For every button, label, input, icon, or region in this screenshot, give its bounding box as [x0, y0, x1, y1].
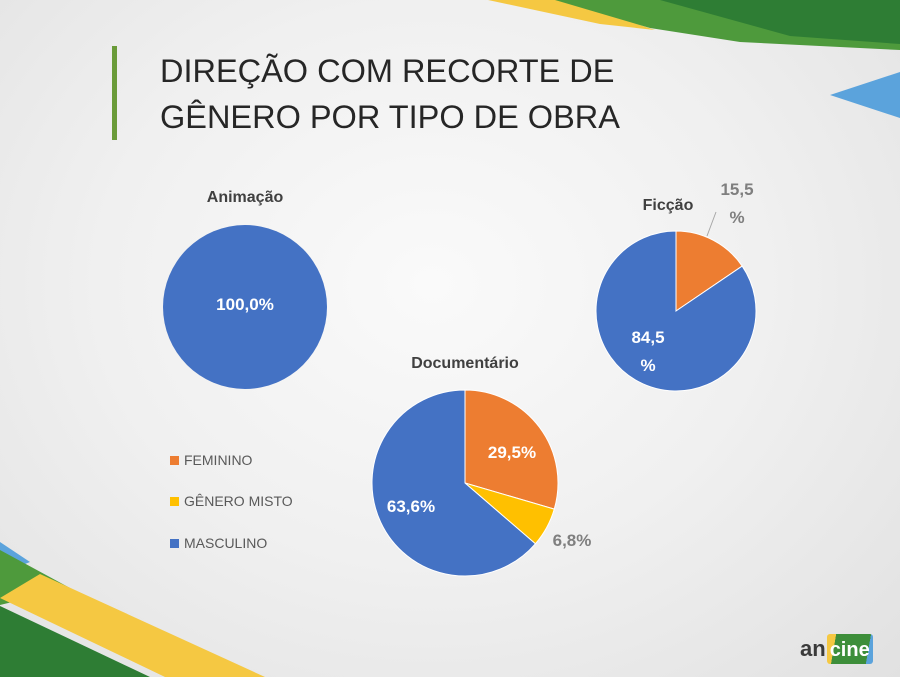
pie-chart-ficcao [595, 230, 757, 392]
logo-text-cine: cine [826, 634, 873, 664]
legend-label: MASCULINO [184, 535, 268, 551]
pie-slice-animacao-masculino [163, 225, 327, 389]
decor-bottom-dark-green [0, 606, 150, 677]
legend-swatch [170, 496, 179, 506]
page-title-line-1: DIREÇÃO COM RECORTE DE [160, 53, 615, 89]
decor-top-dark-green [660, 0, 900, 44]
page-title: DIREÇÃO COM RECORTE DE GÊNERO POR TIPO D… [160, 48, 620, 140]
ancine-logo: an cine [800, 630, 873, 664]
data-label-ficcao-feminino: 15,5 % [720, 180, 754, 227]
logo-text-an: an [800, 636, 826, 661]
data-label-documentario-genero-misto: 6,8% [552, 531, 592, 550]
legend-swatch [170, 538, 179, 548]
leader-line-ficcao-feminino [706, 211, 717, 237]
chart-title-animacao: Animação [206, 189, 284, 206]
decor-bottom-yellow [0, 574, 265, 677]
pie-slice-documentario-masculino [371, 389, 537, 577]
pie-slice-ficcao-feminino [675, 230, 743, 312]
legend-item-masculino: MASCULINO [170, 535, 267, 551]
title-accent-bar [112, 46, 117, 140]
data-label-animacao-masculino: 100,0% [216, 295, 274, 314]
legend-item-genero-misto: GÊNERO MISTO [170, 493, 293, 509]
chart-title-documentario: Documentário [411, 355, 519, 372]
data-label-documentario-masculino: 63,6% [386, 497, 436, 516]
decor-top-yellow [488, 0, 655, 30]
pie-slice-ficcao-masculino [595, 230, 757, 392]
data-label-ficcao-masculino: 84,5 % [631, 328, 665, 375]
legend-label: GÊNERO MISTO [184, 493, 293, 509]
legend-swatch [170, 455, 179, 465]
legend-label: FEMININO [184, 452, 253, 468]
pie-chart-documentario [371, 389, 559, 577]
chart-title-ficcao: Ficção [642, 197, 694, 214]
decor-top-blue [830, 72, 900, 118]
data-label-documentario-feminino: 29,5% [487, 443, 537, 462]
pie-chart-animacao [163, 225, 327, 389]
page-title-line-2: GÊNERO POR TIPO DE OBRA [160, 99, 620, 135]
pie-slice-documentario-feminino [464, 389, 559, 510]
legend-item-feminino: FEMININO [170, 452, 252, 468]
